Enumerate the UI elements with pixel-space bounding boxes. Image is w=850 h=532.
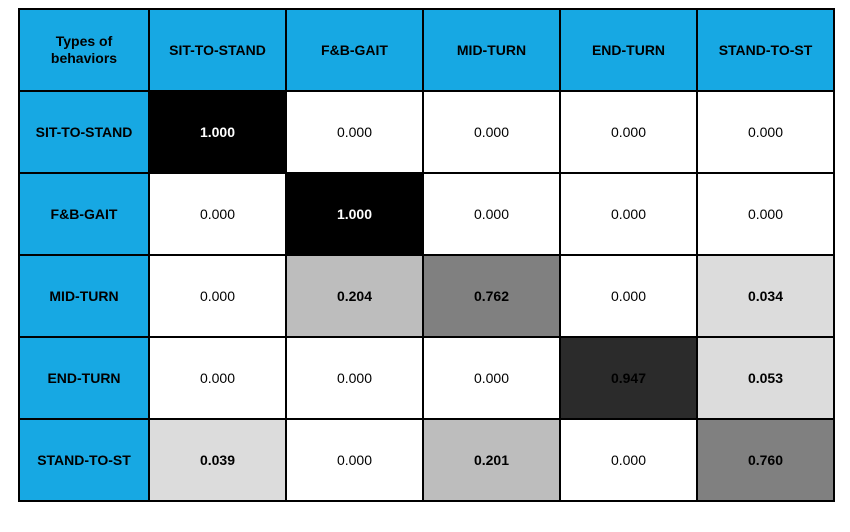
row-header-3: END-TURN — [19, 337, 149, 419]
cell-value: 0.000 — [474, 370, 509, 386]
cell-value: 0.000 — [611, 288, 646, 304]
table-row: END-TURN 0.000 0.000 0.000 0.947 0.053 — [19, 337, 834, 419]
corner-label-line1: Types of — [56, 33, 113, 49]
cell-1-4: 0.000 — [697, 173, 834, 255]
cell-4-4: 0.760 — [697, 419, 834, 501]
corner-label-line2: behaviors — [51, 50, 117, 66]
cell-0-1: 0.000 — [286, 91, 423, 173]
cell-2-0: 0.000 — [149, 255, 286, 337]
cell-value: 0.000 — [200, 206, 235, 222]
cell-value: 0.053 — [748, 370, 783, 386]
cell-2-4: 0.034 — [697, 255, 834, 337]
cell-4-2: 0.201 — [423, 419, 560, 501]
cell-4-1: 0.000 — [286, 419, 423, 501]
col-header-2: MID-TURN — [423, 9, 560, 91]
cell-value: 0.760 — [748, 452, 783, 468]
cell-4-0: 0.039 — [149, 419, 286, 501]
table-row: MID-TURN 0.000 0.204 0.762 0.000 0.034 — [19, 255, 834, 337]
col-header-1: F&B-GAIT — [286, 9, 423, 91]
col-header-3: END-TURN — [560, 9, 697, 91]
cell-value: 0.000 — [748, 206, 783, 222]
table-row: F&B-GAIT 0.000 1.000 0.000 0.000 0.000 — [19, 173, 834, 255]
col-header-4: STAND-TO-ST — [697, 9, 834, 91]
cell-1-0: 0.000 — [149, 173, 286, 255]
cell-value: 0.201 — [474, 452, 509, 468]
cell-3-4: 0.053 — [697, 337, 834, 419]
cell-value: 0.762 — [474, 288, 509, 304]
cell-value: 0.000 — [337, 452, 372, 468]
cell-0-0: 1.000 — [149, 91, 286, 173]
col-header-0: SIT-TO-STAND — [149, 9, 286, 91]
cell-1-3: 0.000 — [560, 173, 697, 255]
cell-0-4: 0.000 — [697, 91, 834, 173]
cell-2-3: 0.000 — [560, 255, 697, 337]
cell-value: 0.000 — [748, 124, 783, 140]
cell-value: 0.000 — [337, 124, 372, 140]
cell-value: 0.000 — [611, 124, 646, 140]
cell-4-3: 0.000 — [560, 419, 697, 501]
cell-value: 0.947 — [611, 370, 646, 386]
row-header-1: F&B-GAIT — [19, 173, 149, 255]
corner-header: Types of behaviors — [19, 9, 149, 91]
cell-3-0: 0.000 — [149, 337, 286, 419]
cell-value: 0.034 — [748, 288, 783, 304]
cell-value: 0.000 — [474, 206, 509, 222]
cell-2-1: 0.204 — [286, 255, 423, 337]
cell-value: 0.000 — [474, 124, 509, 140]
row-header-2: MID-TURN — [19, 255, 149, 337]
cell-1-1: 1.000 — [286, 173, 423, 255]
cell-value: 0.000 — [611, 206, 646, 222]
cell-3-1: 0.000 — [286, 337, 423, 419]
cell-0-3: 0.000 — [560, 91, 697, 173]
cell-value: 1.000 — [337, 206, 372, 222]
cell-value: 0.000 — [611, 452, 646, 468]
header-row: Types of behaviors SIT-TO-STAND F&B-GAIT… — [19, 9, 834, 91]
cell-value: 1.000 — [200, 124, 235, 140]
row-header-4: STAND-TO-ST — [19, 419, 149, 501]
row-header-0: SIT-TO-STAND — [19, 91, 149, 173]
cell-value: 0.000 — [337, 370, 372, 386]
confusion-matrix-table: Types of behaviors SIT-TO-STAND F&B-GAIT… — [18, 8, 835, 502]
cell-value: 0.039 — [200, 452, 235, 468]
cell-3-2: 0.000 — [423, 337, 560, 419]
table-row: SIT-TO-STAND 1.000 0.000 0.000 0.000 0.0… — [19, 91, 834, 173]
cell-value: 0.204 — [337, 288, 372, 304]
cell-value: 0.000 — [200, 288, 235, 304]
table-row: STAND-TO-ST 0.039 0.000 0.201 0.000 0.76… — [19, 419, 834, 501]
cell-1-2: 0.000 — [423, 173, 560, 255]
cell-0-2: 0.000 — [423, 91, 560, 173]
cell-3-3: 0.947 — [560, 337, 697, 419]
cell-2-2: 0.762 — [423, 255, 560, 337]
cell-value: 0.000 — [200, 370, 235, 386]
